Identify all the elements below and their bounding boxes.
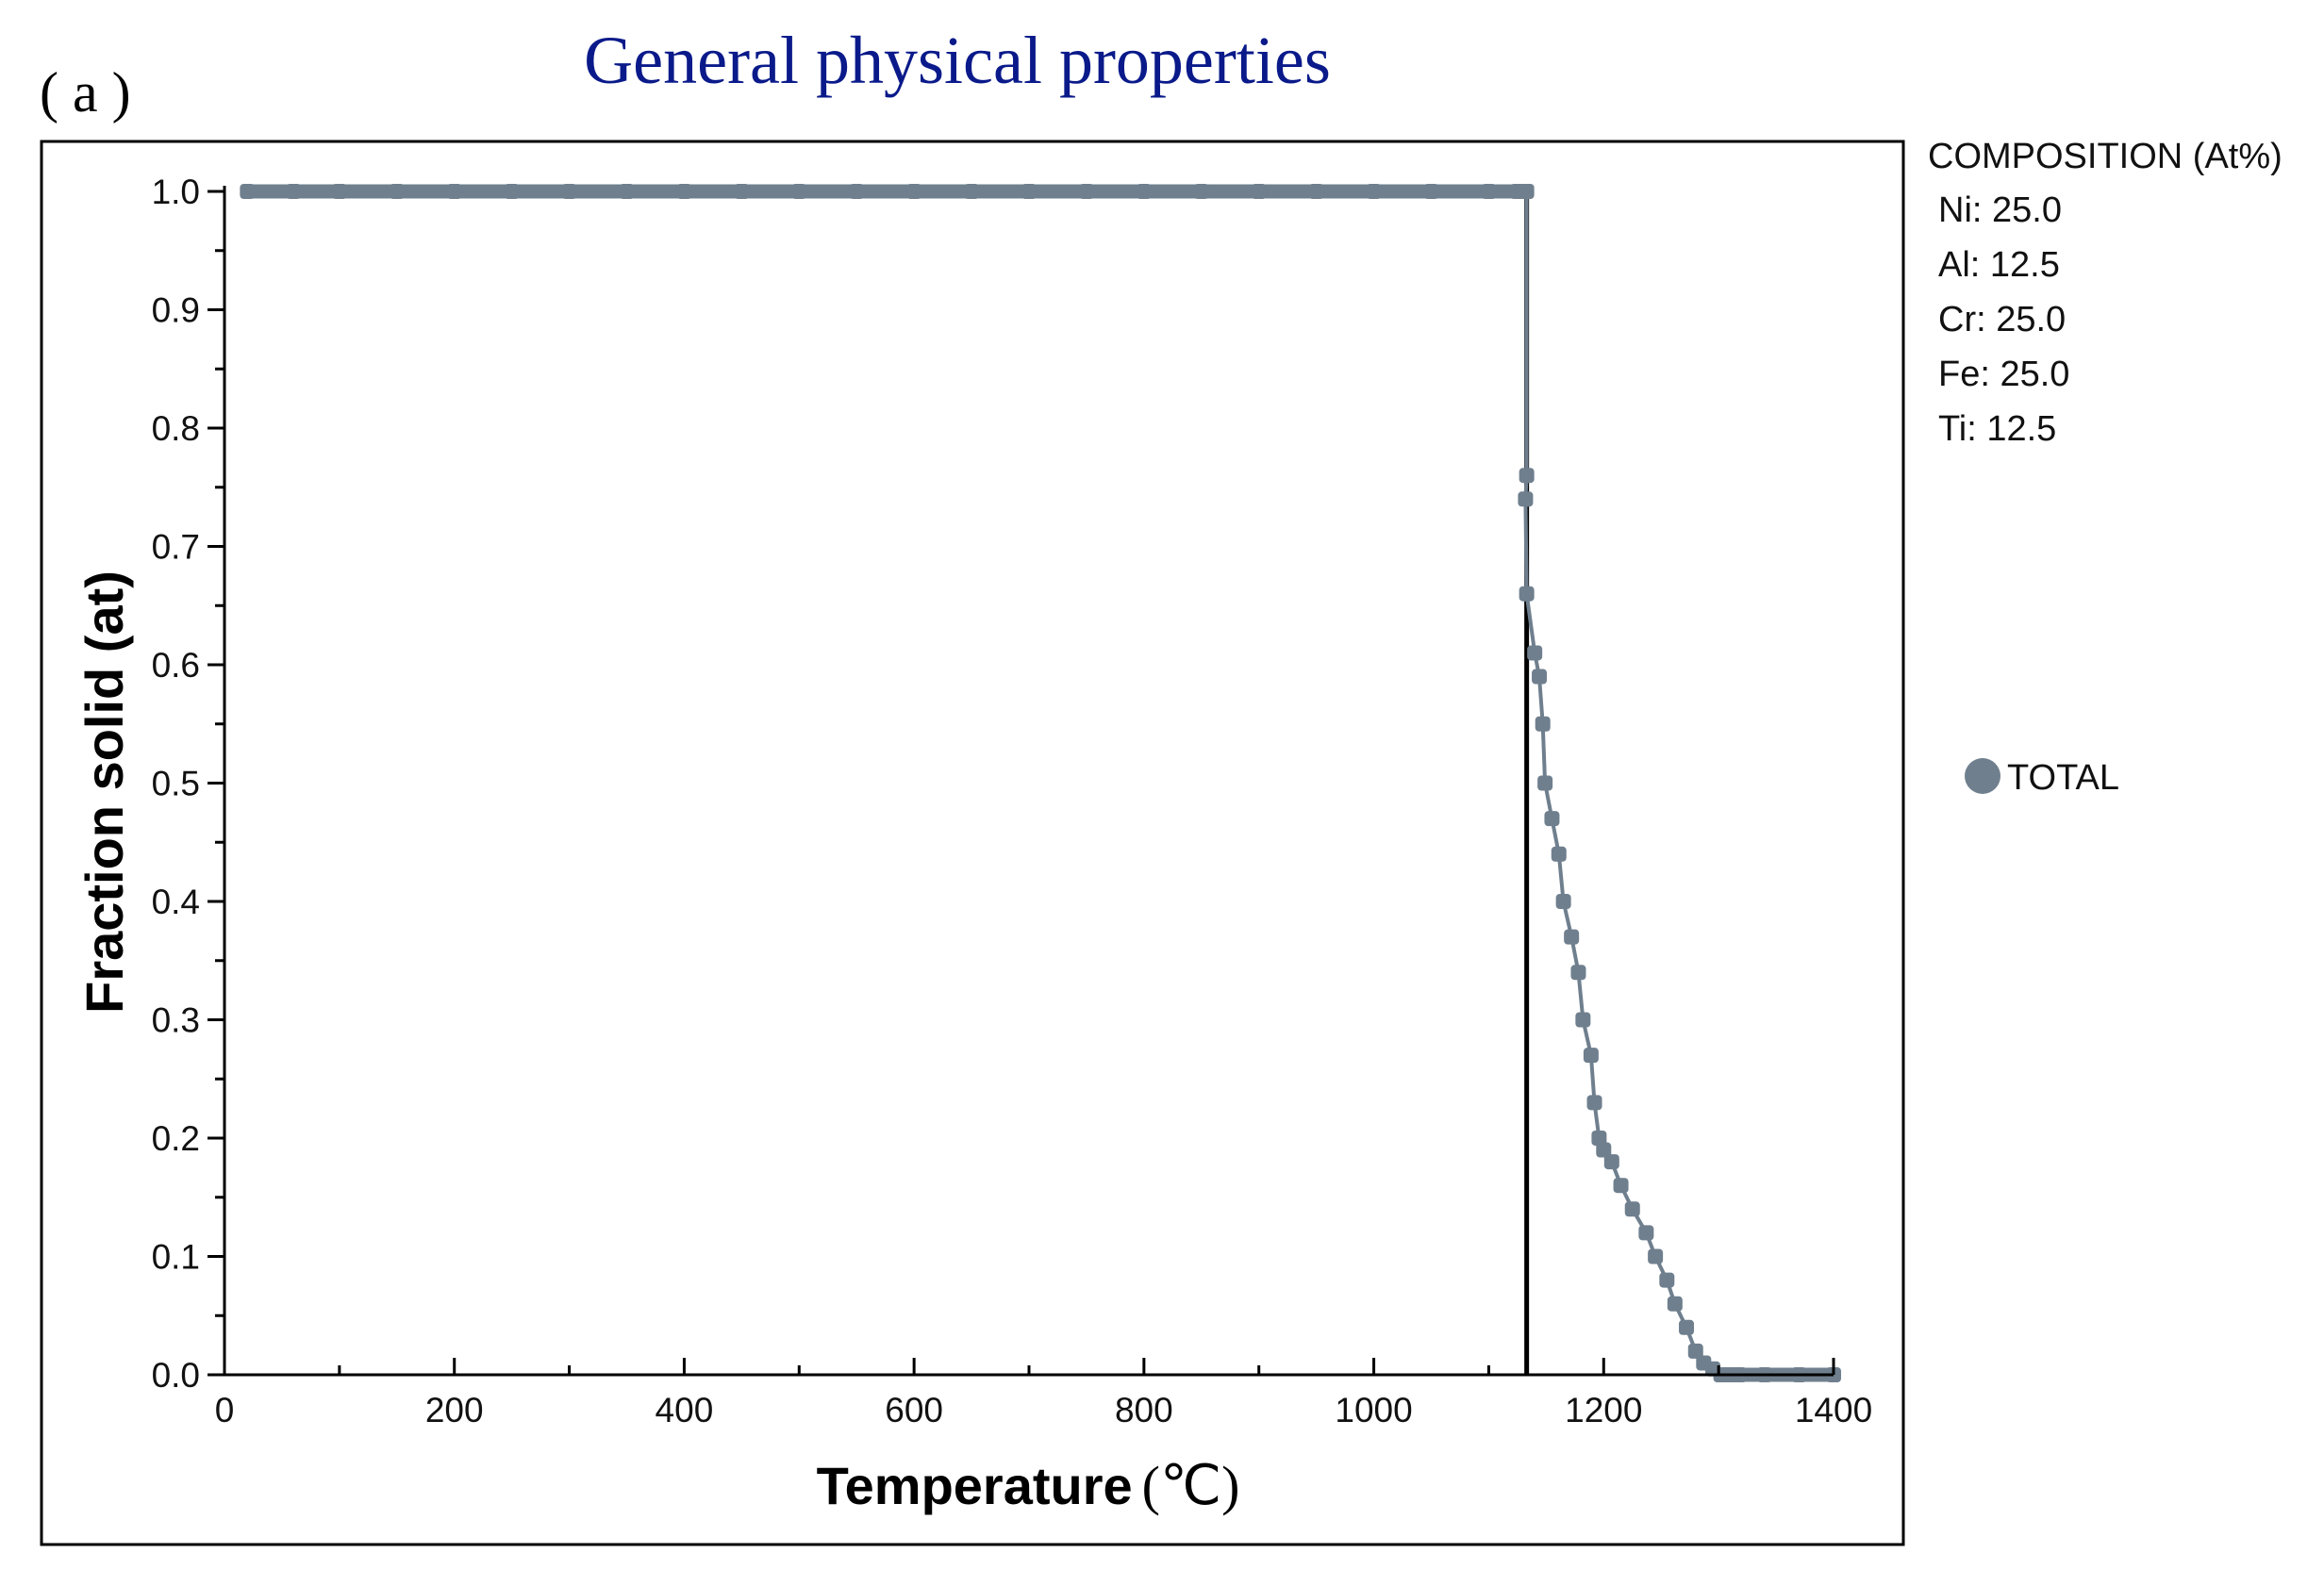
- composition-ni: Ni: 25.0: [1938, 190, 2062, 230]
- series-total-point: [504, 184, 520, 199]
- series-total-point: [1532, 669, 1548, 685]
- y-axis: 0.0 0.1 0.2 0.3 0.4 0.5 0.6 0.7 0.8 0.9 1.0: [152, 173, 226, 1395]
- series-total-point: [1308, 184, 1324, 199]
- series-total-point: [1551, 846, 1567, 862]
- x-tick-label: 200: [425, 1391, 484, 1429]
- series-total-point: [1603, 1154, 1619, 1170]
- series-total-point: [286, 184, 302, 199]
- y-tick-label: 0.0: [152, 1356, 200, 1395]
- series-total-point: [1021, 184, 1037, 199]
- series-total-point: [561, 184, 577, 199]
- y-tick-label: 0.1: [152, 1238, 200, 1277]
- series-total-point: [906, 184, 922, 199]
- series-total-point: [1659, 1272, 1675, 1288]
- series-total-point: [446, 184, 462, 199]
- series-total-point: [1586, 1095, 1602, 1111]
- y-tick-label: 0.9: [152, 291, 200, 330]
- x-axis-title-group: Temperature (℃): [817, 1455, 1240, 1516]
- series-total-point: [1583, 1048, 1599, 1064]
- composition-al: Al: 12.5: [1938, 245, 2060, 285]
- series-total-point: [1544, 811, 1560, 827]
- composition-ti: Ti: 12.5: [1938, 409, 2056, 449]
- series-total-point: [1366, 184, 1382, 199]
- series-total-point: [1687, 1343, 1703, 1359]
- series-total-point: [1591, 1131, 1607, 1146]
- series-total-point: [1624, 1201, 1640, 1217]
- series-total-point: [1481, 184, 1497, 199]
- legend: TOTAL: [1965, 758, 2119, 798]
- series-total-point: [331, 184, 347, 199]
- series-total-point: [1193, 184, 1209, 199]
- series-total-point: [791, 184, 807, 199]
- series-total-point: [1078, 184, 1094, 199]
- series-total-point: [1667, 1296, 1683, 1312]
- y-tick-label: 0.2: [152, 1119, 200, 1158]
- y-tick-label: 0.3: [152, 1001, 200, 1040]
- x-axis: 0 200 400 600 800 1000 1200 1400: [215, 1358, 1872, 1429]
- plot-area: [240, 184, 1841, 1382]
- series-total-point: [1518, 491, 1534, 507]
- composition-fe: Fe: 25.0: [1938, 355, 2069, 394]
- x-tick-label: 600: [885, 1391, 943, 1429]
- composition-header: COMPOSITION (At%): [1928, 137, 2282, 176]
- series-total-point: [1519, 468, 1535, 484]
- x-tick-label: 1400: [1795, 1391, 1872, 1429]
- series-total-point: [619, 184, 635, 199]
- legend-label-total: TOTAL: [2007, 758, 2119, 798]
- y-tick-label: 0.6: [152, 646, 200, 685]
- series-total-point: [389, 184, 405, 199]
- composition-panel: COMPOSITION (At%) Ni: 25.0 Al: 12.5 Cr: …: [1928, 137, 2282, 449]
- series-total-point: [1596, 1142, 1612, 1158]
- y-tick-label: 0.5: [152, 765, 200, 803]
- series-total-point: [849, 184, 865, 199]
- series-total-point: [1519, 184, 1535, 199]
- series-total-point: [1564, 929, 1580, 945]
- series-total-point: [1537, 775, 1553, 791]
- x-tick-label: 400: [656, 1391, 714, 1429]
- legend-marker-total: [1965, 758, 2000, 794]
- series-total-point: [240, 184, 256, 199]
- chart-frame: [40, 140, 1905, 1546]
- series-total-point: [1638, 1225, 1654, 1241]
- chart-title: General physical properties: [584, 23, 1331, 98]
- series-total-point: [1535, 716, 1551, 732]
- y-tick-label: 0.4: [152, 883, 200, 921]
- series-total-point: [1648, 1248, 1664, 1264]
- y-axis-title: Fraction solid (at): [75, 570, 134, 1014]
- x-tick-label: 0: [215, 1391, 235, 1429]
- composition-cr: Cr: 25.0: [1938, 300, 2066, 339]
- series-total-point: [1575, 1012, 1591, 1028]
- series-total-point: [1679, 1319, 1695, 1335]
- series-total-point: [1555, 894, 1571, 909]
- series-total-line: [1523, 191, 1834, 1377]
- y-tick-label: 1.0: [152, 173, 200, 211]
- series-total-point: [734, 184, 750, 199]
- series-total-point: [964, 184, 980, 199]
- series-total-point: [1613, 1178, 1629, 1194]
- panel-label: ( a ): [40, 61, 131, 124]
- x-tick-label: 800: [1115, 1391, 1173, 1429]
- y-tick-label: 0.8: [152, 409, 200, 448]
- series-total-point: [1251, 184, 1267, 199]
- series-total-point: [1423, 184, 1439, 199]
- x-axis-unit: (℃): [1142, 1455, 1240, 1516]
- x-axis-title: Temperature: [817, 1456, 1133, 1515]
- series-total-point: [1136, 184, 1152, 199]
- series-total-point: [1527, 645, 1543, 661]
- y-tick-label: 0.7: [152, 528, 200, 567]
- x-tick-label: 1000: [1335, 1391, 1412, 1429]
- series-total-point: [676, 184, 692, 199]
- x-tick-label: 1200: [1565, 1391, 1642, 1429]
- series-total-point: [1519, 586, 1535, 602]
- series-total-point: [1570, 965, 1586, 981]
